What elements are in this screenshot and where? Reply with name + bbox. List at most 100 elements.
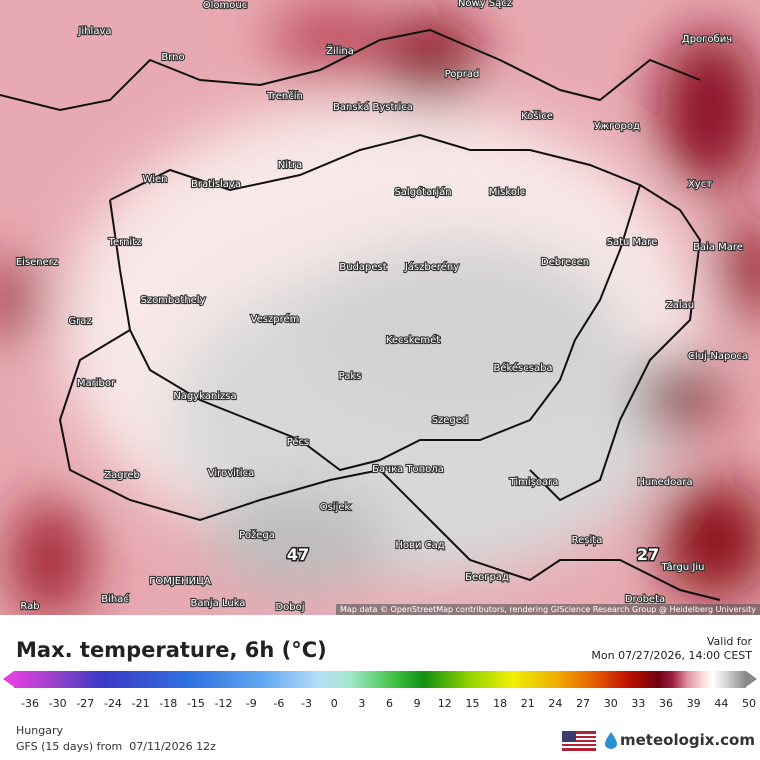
city-label: Zalau bbox=[666, 300, 694, 311]
colorbar-tick-label: 9 bbox=[413, 697, 421, 710]
map: Olomouc Jihlava Nowy Sącz Žilina Brno Poprad Д… bbox=[0, 0, 760, 615]
city-label: Békéscsaba bbox=[493, 362, 552, 374]
city-label: Wien bbox=[143, 174, 168, 185]
city-label: Hunedoara bbox=[637, 477, 692, 488]
colorbar-tick-label: 33 bbox=[631, 697, 646, 710]
city-label: Olomouc bbox=[203, 0, 247, 11]
city-label: Ужгород bbox=[594, 121, 640, 132]
valid-label: Valid for bbox=[706, 635, 752, 648]
city-label: Хуст bbox=[688, 179, 712, 190]
title: Max. temperature, 6h (°C) bbox=[16, 638, 327, 662]
city-label: Jihlava bbox=[77, 26, 111, 37]
city-label: Nitra bbox=[278, 160, 302, 171]
city-label: Бачка Топола bbox=[372, 464, 444, 475]
city-label: Дрогобич bbox=[682, 34, 732, 45]
map-extreme-label: 47 bbox=[287, 545, 309, 564]
colorbar-tick-label: -9 bbox=[245, 697, 257, 710]
city-label: Szombathely bbox=[140, 295, 205, 306]
city-label: Zagreb bbox=[104, 470, 140, 481]
city-label: Brno bbox=[161, 52, 184, 63]
city-label: Košice bbox=[521, 110, 553, 122]
colorbar-tick-label: 27 bbox=[576, 697, 591, 710]
country-border bbox=[109, 133, 642, 472]
colorbar bbox=[14, 671, 746, 688]
country-border bbox=[58, 329, 721, 601]
city-label: Timișoara bbox=[509, 477, 559, 488]
country-border bbox=[0, 28, 701, 112]
colorbar-tip bbox=[3, 671, 14, 687]
colorbar-tick-label: -24 bbox=[103, 697, 122, 710]
city-label: Reșița bbox=[572, 535, 603, 546]
colorbar-tick-label: 39 bbox=[686, 697, 701, 710]
colorbar-tick-label: -12 bbox=[214, 697, 233, 710]
city-label: ГОМЈЕНИЦА bbox=[149, 576, 211, 587]
city-label: Osijek bbox=[320, 502, 351, 513]
city-label: Târgu Jiu bbox=[661, 561, 705, 573]
city-label: Bihać bbox=[101, 593, 129, 605]
city-label: Trenčín bbox=[266, 90, 303, 102]
colorbar-tick-label: -18 bbox=[159, 697, 178, 710]
temperature-field bbox=[0, 0, 760, 615]
country-border bbox=[529, 184, 702, 502]
valid-time: Mon 07/27/2026, 14:00 CEST bbox=[591, 649, 752, 662]
city-label: Maribor bbox=[77, 378, 116, 389]
city-label: Poprad bbox=[445, 69, 480, 80]
city-label: Нови Сад bbox=[395, 540, 444, 551]
colorbar-tick-label: 36 bbox=[659, 697, 674, 710]
city-label: Banja Luka bbox=[191, 598, 246, 609]
city-label: Drobeta bbox=[625, 594, 665, 605]
city-label: Virovitica bbox=[208, 468, 254, 479]
colorbar-tip bbox=[746, 671, 757, 687]
city-label: Eisenerz bbox=[16, 257, 58, 268]
valid-info: Valid for Mon 07/27/2026, 14:00 CEST bbox=[591, 635, 752, 663]
colorbar-tick-label: -6 bbox=[273, 697, 285, 710]
attribution-bg bbox=[336, 604, 760, 615]
city-label: Pécs bbox=[287, 436, 310, 448]
city-label: Banská Bystrica bbox=[333, 101, 413, 113]
colorbar-tick-label: 30 bbox=[603, 697, 618, 710]
city-label: Salgótarján bbox=[394, 186, 451, 198]
city-label: Rab bbox=[20, 601, 39, 612]
city-label: Budapest bbox=[339, 262, 386, 273]
map-extreme-label: 27 bbox=[637, 545, 659, 564]
city-label: Београд bbox=[465, 572, 509, 583]
logo-icon bbox=[605, 732, 617, 749]
city-label: Jászberény bbox=[404, 261, 459, 273]
city-label: Veszprém bbox=[251, 313, 300, 325]
colorbar-tick-label: 24 bbox=[548, 697, 563, 710]
colorbar-tick-label: -30 bbox=[48, 697, 67, 710]
city-label: Satu Mare bbox=[607, 237, 658, 248]
colorbar-tick-label: 18 bbox=[493, 697, 508, 710]
colorbar-tick-label: -21 bbox=[131, 697, 150, 710]
model-run: GFS (15 days) from 07/11/2026 12z bbox=[16, 740, 216, 753]
city-label: Kecskemét bbox=[386, 334, 440, 346]
colorbar-tick-label: -27 bbox=[76, 697, 95, 710]
colorbar-tick-label: -15 bbox=[186, 697, 205, 710]
attribution: Map data © OpenStreetMap contributors, r… bbox=[340, 605, 756, 614]
colorbar-tick-label: 6 bbox=[386, 697, 393, 710]
city-label: Szeged bbox=[432, 415, 469, 426]
city-label: Nagykanizsa bbox=[173, 391, 236, 402]
city-label: Graz bbox=[68, 316, 91, 327]
colorbar-tick-label: 44 bbox=[714, 697, 729, 710]
colorbar-tick-label: 21 bbox=[520, 697, 535, 710]
colorbar-tick-label: -3 bbox=[301, 697, 313, 710]
city-label: Požega bbox=[239, 529, 275, 541]
colorbar-tick-label: 0 bbox=[330, 697, 338, 710]
colorbar-tick-label: 15 bbox=[465, 697, 480, 710]
city-label: Bratislava bbox=[191, 179, 241, 190]
city-label: Nowy Sącz bbox=[458, 0, 512, 9]
city-label: Miskolc bbox=[489, 187, 525, 198]
colorbar-tick-label: 3 bbox=[358, 697, 366, 710]
brand: meteologix.com bbox=[620, 731, 755, 749]
flag-icon bbox=[562, 731, 596, 751]
city-label: Ternitz bbox=[108, 237, 142, 248]
colorbar-tick-label: 12 bbox=[437, 697, 452, 710]
colorbar-tick-label: -36 bbox=[21, 697, 39, 710]
city-label: Cluj-Napoca bbox=[688, 351, 748, 362]
city-label: Debrecen bbox=[541, 257, 589, 268]
city-label: Paks bbox=[339, 371, 362, 382]
colorbar-tick-label: 50 bbox=[742, 697, 756, 710]
city-label: Žilina bbox=[326, 44, 354, 57]
